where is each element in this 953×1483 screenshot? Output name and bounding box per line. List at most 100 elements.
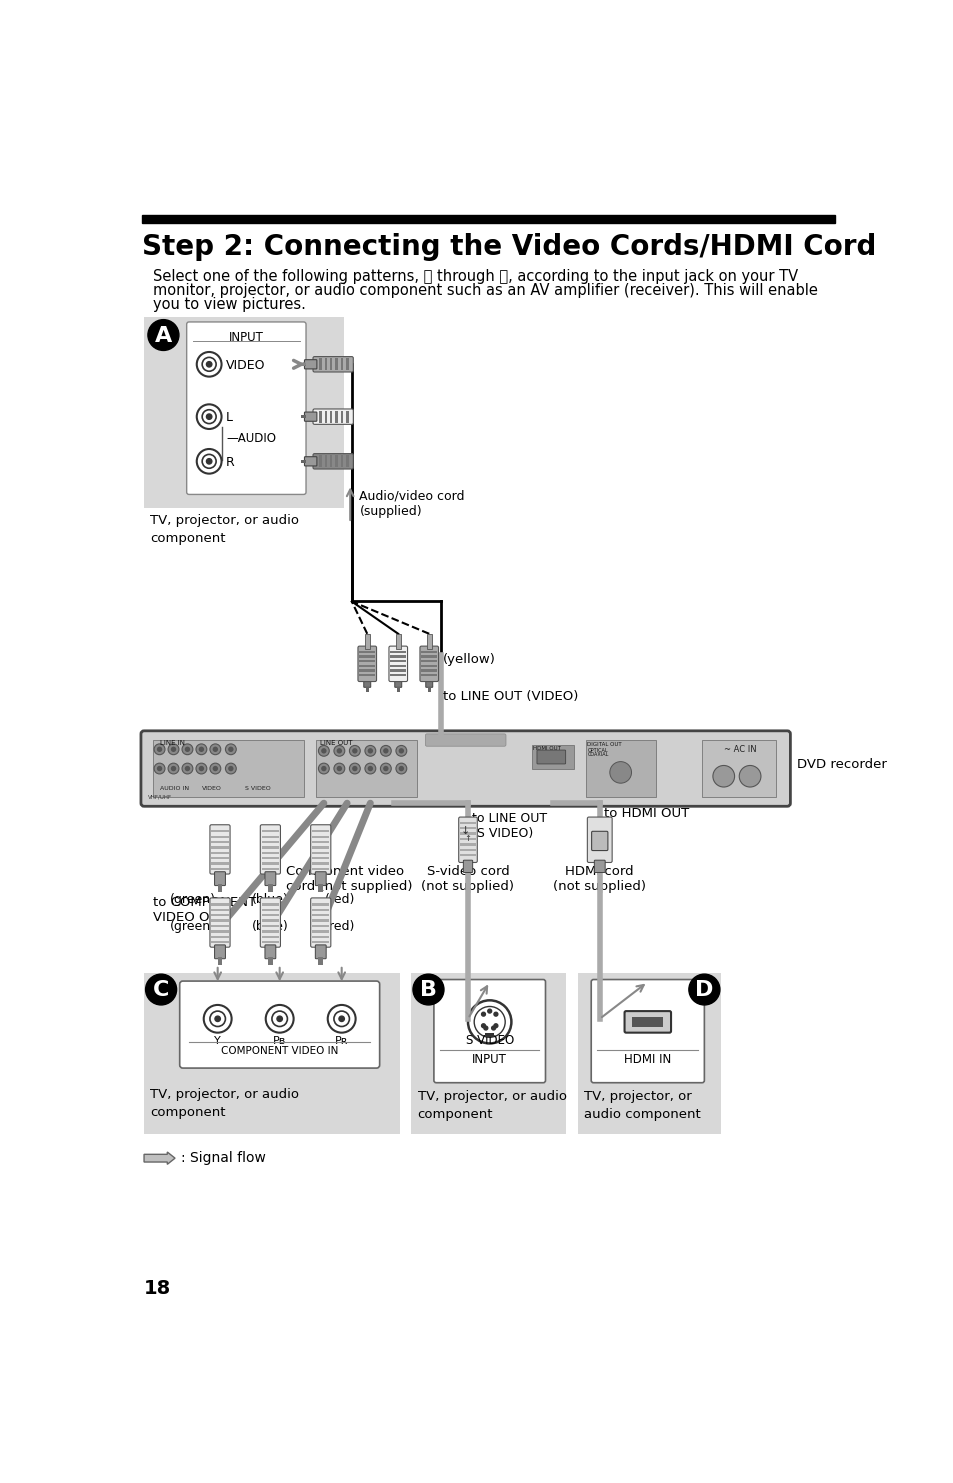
Bar (459, 822, 476, 825)
FancyBboxPatch shape (313, 356, 353, 372)
Bar (212, 919, 229, 922)
Text: HDMI IN: HDMI IN (623, 1053, 671, 1066)
Bar (217, 957, 222, 965)
Bar (359, 664, 375, 667)
Bar (212, 847, 229, 848)
Text: B: B (419, 980, 436, 1001)
Text: Select one of the following patterns, Ⓐ through ⓓ, according to the input jack o: Select one of the following patterns, Ⓐ … (153, 268, 798, 283)
Circle shape (491, 1026, 495, 1031)
Bar (421, 655, 436, 657)
Circle shape (148, 320, 179, 350)
Text: HDMI OUT: HDMI OUT (533, 746, 560, 752)
Text: INPUT: INPUT (472, 1053, 507, 1066)
Bar (390, 669, 406, 672)
Text: (red): (red) (324, 893, 355, 906)
Bar (312, 830, 329, 832)
Bar (261, 841, 278, 844)
Text: (blue): (blue) (252, 893, 289, 906)
Text: to HDMI OUT: to HDMI OUT (603, 807, 688, 820)
Bar (268, 884, 273, 891)
FancyBboxPatch shape (313, 454, 353, 469)
Text: Pʙ: Pʙ (273, 1035, 286, 1046)
Text: Component video
cord (not supplied): Component video cord (not supplied) (286, 865, 412, 893)
Circle shape (196, 449, 221, 473)
Text: (green): (green) (170, 893, 216, 906)
Bar (261, 930, 278, 933)
Bar (421, 664, 436, 667)
Bar (459, 854, 476, 856)
Circle shape (481, 1023, 485, 1028)
Text: D: D (695, 980, 713, 1001)
Text: you to view pictures.: you to view pictures. (153, 297, 306, 311)
Bar (365, 687, 369, 691)
Circle shape (494, 1023, 497, 1028)
Circle shape (334, 764, 344, 774)
Circle shape (156, 746, 162, 752)
FancyBboxPatch shape (419, 647, 438, 682)
Circle shape (276, 1016, 282, 1022)
Circle shape (210, 744, 220, 755)
Bar (359, 651, 375, 653)
Circle shape (334, 746, 344, 756)
Bar (261, 925, 278, 927)
Text: A: A (154, 326, 172, 346)
Circle shape (195, 764, 207, 774)
Bar (268, 957, 273, 965)
FancyBboxPatch shape (389, 647, 407, 682)
Bar (346, 455, 348, 467)
Bar (312, 914, 329, 916)
Text: R: R (226, 455, 234, 469)
Bar (261, 851, 278, 854)
Circle shape (154, 764, 165, 774)
Text: S-video cord
(not supplied): S-video cord (not supplied) (421, 865, 514, 893)
Circle shape (206, 362, 212, 366)
Text: monitor, projector, or audio component such as an AV amplifier (receiver). This : monitor, projector, or audio component s… (153, 283, 818, 298)
Bar (390, 660, 406, 663)
FancyBboxPatch shape (434, 980, 545, 1083)
Text: VIDEO: VIDEO (226, 359, 266, 372)
Circle shape (321, 765, 326, 771)
Circle shape (168, 744, 179, 755)
Text: ~ AC IN: ~ AC IN (723, 746, 756, 755)
Bar (390, 664, 406, 667)
Circle shape (210, 764, 220, 774)
FancyBboxPatch shape (214, 945, 225, 958)
Text: (blue): (blue) (252, 921, 289, 933)
Circle shape (198, 765, 204, 771)
Circle shape (225, 744, 236, 755)
Circle shape (338, 1016, 344, 1022)
Circle shape (321, 747, 326, 753)
Polygon shape (144, 1152, 174, 1164)
Bar (312, 942, 329, 943)
Bar (212, 841, 229, 844)
Text: TV, projector, or audio
component: TV, projector, or audio component (150, 1089, 299, 1120)
Circle shape (380, 764, 391, 774)
Bar (427, 633, 431, 650)
Bar (359, 673, 375, 676)
Text: VIDEO: VIDEO (202, 786, 222, 792)
Bar (312, 835, 329, 838)
Circle shape (195, 744, 207, 755)
Bar (312, 925, 329, 927)
Circle shape (712, 765, 734, 787)
Circle shape (349, 764, 360, 774)
Bar (324, 411, 327, 423)
Bar (312, 857, 329, 860)
Bar (330, 455, 332, 467)
Text: (red): (red) (324, 921, 355, 933)
FancyBboxPatch shape (587, 817, 612, 863)
Circle shape (202, 409, 216, 424)
Circle shape (198, 746, 204, 752)
Text: VHF/UHF: VHF/UHF (148, 795, 172, 799)
Bar (312, 936, 329, 937)
Bar (312, 847, 329, 848)
Circle shape (383, 765, 388, 771)
Circle shape (334, 1011, 349, 1026)
Circle shape (474, 1007, 505, 1037)
Bar (212, 857, 229, 860)
Circle shape (336, 747, 342, 753)
Bar (365, 633, 369, 650)
FancyBboxPatch shape (179, 982, 379, 1068)
Text: Pʀ: Pʀ (335, 1035, 348, 1046)
Circle shape (204, 1005, 232, 1032)
